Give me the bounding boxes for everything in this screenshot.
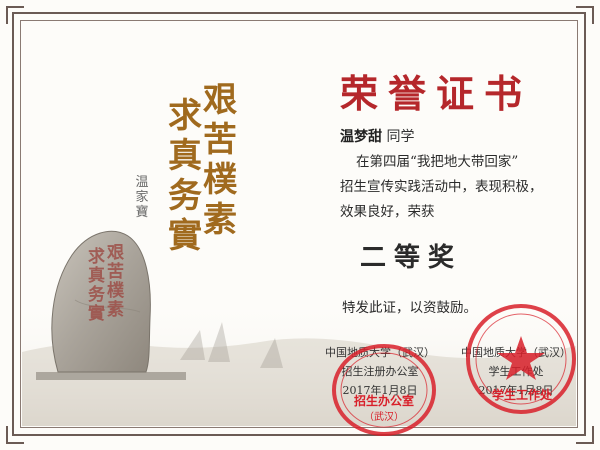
hill-shape (22, 338, 576, 426)
motto-signature: 温家寶 (135, 175, 149, 220)
admissions-seal (332, 344, 436, 436)
admissions-seal-label: 招生办公室 (353, 394, 414, 408)
frame-corner-ornament (576, 6, 594, 24)
stone-inscription-left: 求真务實 (88, 247, 105, 324)
student-affairs-seal (466, 304, 576, 414)
motto-column-right: 艰苦樸素 (203, 80, 237, 240)
certificate-title: 荣誉证书 (340, 71, 533, 116)
recipient-name: 温梦甜 (340, 129, 382, 145)
stone-base (36, 372, 186, 380)
certificate-frame-inner (20, 20, 578, 428)
body-line: 效果良好，荣获 (340, 204, 435, 220)
body-line: 在第四届“我把地大带回家” (356, 154, 519, 170)
issuer-date: 2017年1月8日 (342, 384, 418, 397)
admissions-seal-sub: （武汉） (364, 412, 404, 423)
inscribed-stone (51, 230, 151, 373)
issuer-date: 2017年1月8日 (478, 384, 554, 397)
stone-texture (74, 299, 141, 313)
distant-buildings (180, 322, 283, 368)
closing-text: 特发此证，以资鼓励。 (342, 300, 477, 316)
student-affairs-seal-label: 学生工作处 (491, 388, 552, 402)
recipient-suffix: 同学 (386, 129, 415, 145)
recipient-line: 温梦甜 同学 (340, 126, 414, 146)
frame-corner-ornament (6, 426, 24, 444)
stone-inscription-right: 艰苦樸素 (107, 243, 124, 320)
frame-corner-ornament (576, 426, 594, 444)
body-line: 招生宣传实践活动中，表现积极， (340, 179, 543, 195)
seal-star-icon (497, 336, 545, 380)
motto-column-left: 求真务實 (168, 96, 202, 256)
certificate-frame-outer (12, 12, 586, 436)
award-name: 二等奖 (360, 243, 463, 273)
issuer-dept: 招生注册办公室 (341, 365, 419, 378)
frame-corner-ornament (6, 6, 24, 24)
